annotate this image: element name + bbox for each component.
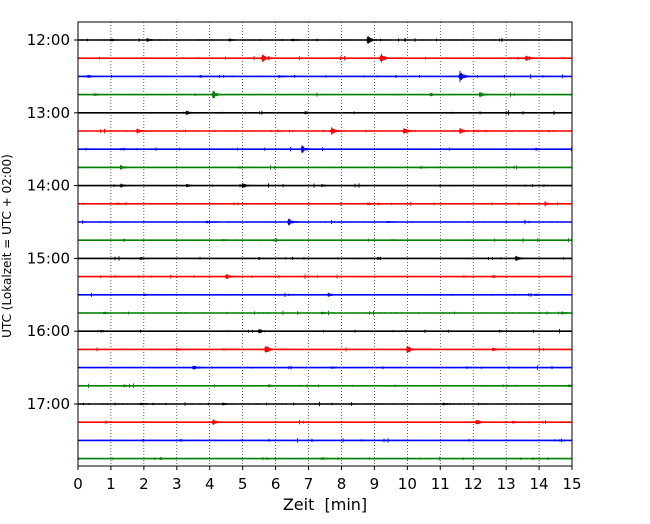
x-tick-label: 10 xyxy=(398,475,417,493)
x-tick-label: 15 xyxy=(562,475,581,493)
y-axis-label: UTC (Lokalzeit = UTC + 02:00) xyxy=(0,154,14,338)
y-tick-label: 17:00 xyxy=(27,395,70,413)
x-tick-label: 0 xyxy=(73,475,83,493)
seismic-traces xyxy=(77,36,573,461)
y-tick-label: 16:00 xyxy=(27,322,70,340)
x-tick-label: 9 xyxy=(370,475,380,493)
x-tick-label: 3 xyxy=(172,475,182,493)
y-axis-ticks: 12:00 13:00 14:00 15:00 16:00 17:00 xyxy=(27,31,78,413)
x-tick-label: 12 xyxy=(464,475,483,493)
x-axis-label: Zeit [min] xyxy=(283,495,367,514)
x-tick-label: 7 xyxy=(304,475,314,493)
x-axis-ticks: 0 1 2 3 4 5 6 7 8 9 10 11 12 13 14 15 xyxy=(73,466,582,493)
x-tick-label: 2 xyxy=(139,475,149,493)
x-tick-label: 5 xyxy=(238,475,248,493)
x-tick-label: 14 xyxy=(530,475,549,493)
plot-frame xyxy=(77,21,573,467)
y-tick-label: 14:00 xyxy=(27,177,70,195)
x-tick-label: 6 xyxy=(271,475,281,493)
y-tick-label: 13:00 xyxy=(27,104,70,122)
x-tick-label: 13 xyxy=(497,475,516,493)
y-tick-label: 12:00 xyxy=(27,31,70,49)
y-tick-label: 15:00 xyxy=(27,249,70,267)
x-tick-label: 1 xyxy=(106,475,116,493)
grid-lines xyxy=(110,22,540,466)
plot-background xyxy=(78,22,572,466)
x-tick-label: 4 xyxy=(205,475,215,493)
x-tick-label: 8 xyxy=(337,475,347,493)
x-tick-label: 11 xyxy=(431,475,450,493)
